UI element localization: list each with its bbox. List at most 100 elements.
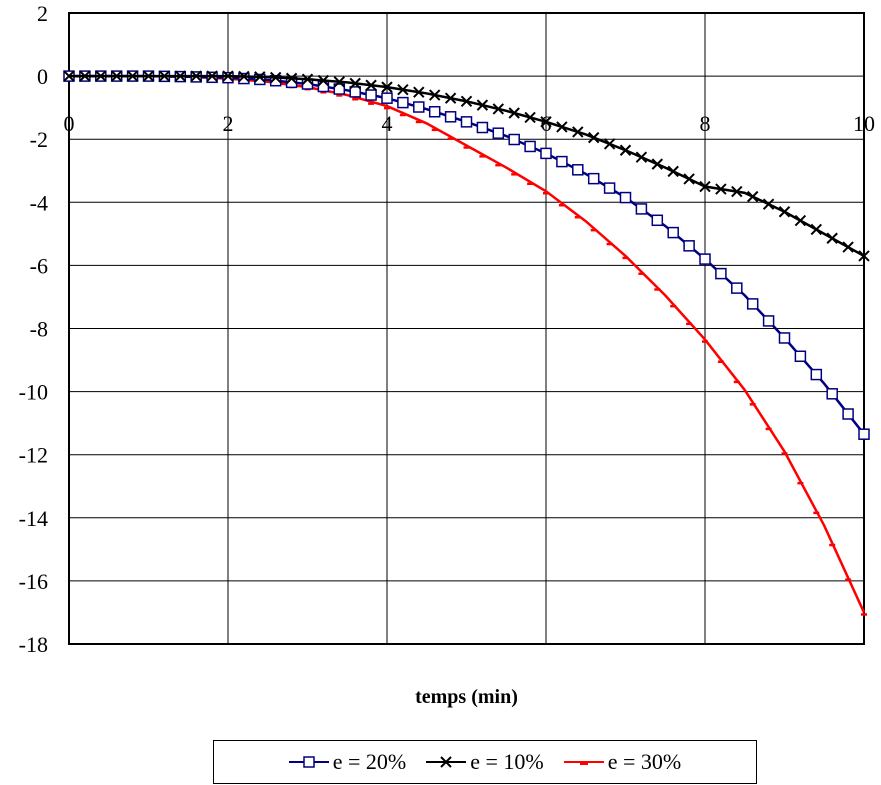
data-point <box>651 214 664 227</box>
series-2 <box>66 74 867 616</box>
x-tick-label: 0 <box>64 111 75 136</box>
data-point <box>587 172 600 185</box>
legend-label-e30: e = 30% <box>607 749 682 774</box>
y-axis-tick-labels: 2 0 -2 -4 -6 -8 -10 -12 -14 -16 -18 <box>19 1 48 657</box>
y-tick-label: -14 <box>19 506 48 531</box>
data-point <box>222 70 234 82</box>
data-point <box>492 127 505 139</box>
data-point <box>428 89 441 101</box>
data-point <box>587 131 600 144</box>
data-point <box>540 147 552 160</box>
data-point <box>762 315 775 327</box>
legend: e = 20% e = 10% e = 30% <box>213 740 757 784</box>
series-line <box>69 74 866 613</box>
data-point <box>238 72 250 85</box>
data-point <box>428 106 441 118</box>
x-tick-label: 6 <box>541 111 552 136</box>
data-point <box>556 155 568 168</box>
data-point <box>572 126 584 138</box>
series-0 <box>63 70 870 440</box>
y-tick-label: -12 <box>19 443 48 468</box>
data-point <box>826 232 838 244</box>
data-point <box>540 116 552 128</box>
x-tick-label: 2 <box>223 111 234 136</box>
legend-label-e20: e = 20% <box>332 749 407 774</box>
legend-item-e20: e = 20% <box>288 749 407 775</box>
data-point <box>174 70 187 82</box>
y-tick-label: -8 <box>30 317 48 342</box>
data-point <box>556 121 568 133</box>
data-point <box>794 214 807 227</box>
data-point <box>95 70 107 82</box>
data-point <box>444 92 457 104</box>
data-point <box>285 72 298 85</box>
data-point <box>683 240 695 252</box>
data-point <box>269 71 282 84</box>
data-point <box>126 70 139 82</box>
data-point <box>413 101 425 113</box>
data-point <box>365 79 377 91</box>
data-point <box>667 226 679 239</box>
data-point <box>158 70 171 82</box>
data-point <box>651 158 664 170</box>
y-tick-label: -18 <box>19 632 48 657</box>
series-1 <box>63 70 870 262</box>
data-point <box>238 70 250 83</box>
data-point <box>269 74 282 87</box>
data-point <box>381 92 393 104</box>
data-point <box>476 99 489 111</box>
data-point <box>254 71 266 83</box>
data-point <box>619 144 632 156</box>
x-axis-tick-labels: 0 2 4 6 8 10 <box>64 111 876 136</box>
data-point <box>333 83 346 95</box>
data-point <box>715 267 727 280</box>
data-point <box>460 116 473 128</box>
plot-area-frame <box>68 12 865 645</box>
data-point <box>63 70 75 82</box>
series-group <box>63 70 870 616</box>
legend-swatch-e30 <box>563 761 604 765</box>
x-tick-label: 4 <box>382 111 393 136</box>
y-tick-label: 0 <box>37 64 48 89</box>
data-point <box>460 95 473 108</box>
data-point <box>810 223 823 236</box>
data-point <box>572 164 584 176</box>
data-point <box>365 89 377 101</box>
data-point <box>413 86 425 98</box>
data-point <box>746 298 759 310</box>
x-tick-label: 10 <box>853 111 875 136</box>
data-point <box>778 332 791 344</box>
data-point <box>349 77 361 90</box>
data-point <box>333 76 346 88</box>
legend-item-e30: e = 30% <box>563 749 682 775</box>
data-point <box>635 203 648 215</box>
data-point <box>731 185 743 198</box>
data-point <box>524 111 536 124</box>
y-tick-label: -6 <box>30 253 48 278</box>
data-point <box>508 133 520 146</box>
data-point <box>349 86 361 98</box>
data-point <box>842 408 854 420</box>
data-point <box>381 81 393 93</box>
data-point <box>619 191 632 204</box>
x-axis-label: temps (min) <box>415 686 518 708</box>
data-point <box>842 241 854 253</box>
data-point <box>254 73 266 86</box>
legend-swatch-e10 <box>426 756 467 768</box>
grid-lines <box>68 12 865 645</box>
data-point <box>603 138 616 150</box>
data-point <box>699 253 711 265</box>
data-point <box>810 368 823 381</box>
data-point <box>222 71 234 84</box>
data-point <box>79 70 91 82</box>
data-point <box>476 121 489 134</box>
data-point <box>858 250 870 262</box>
data-point <box>110 70 123 82</box>
data-point <box>699 180 711 193</box>
data-point <box>444 111 457 123</box>
data-point <box>715 183 727 195</box>
data-point <box>762 198 775 210</box>
x-tick-label: 8 <box>700 111 711 136</box>
data-point <box>492 103 505 115</box>
y-tick-label: -4 <box>30 190 48 215</box>
